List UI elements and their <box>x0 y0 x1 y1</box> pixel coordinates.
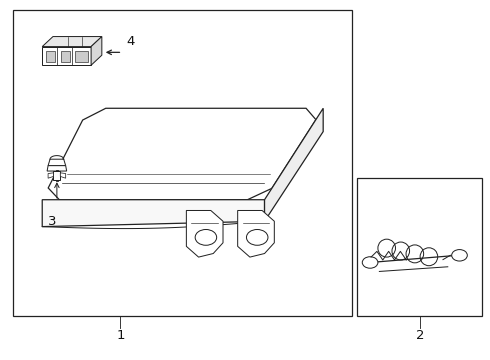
Bar <box>61 51 70 62</box>
Bar <box>357 178 482 316</box>
Bar <box>75 51 88 62</box>
Polygon shape <box>186 211 223 257</box>
Polygon shape <box>42 37 102 46</box>
Text: 2: 2 <box>416 329 424 342</box>
Text: 4: 4 <box>126 35 134 49</box>
Polygon shape <box>48 173 53 178</box>
Polygon shape <box>60 173 66 178</box>
Text: 1: 1 <box>116 329 124 342</box>
Bar <box>53 171 60 180</box>
Bar <box>46 51 55 62</box>
Polygon shape <box>91 37 102 65</box>
Polygon shape <box>42 46 91 65</box>
Polygon shape <box>48 108 316 200</box>
Bar <box>13 10 352 316</box>
Circle shape <box>195 229 217 245</box>
Text: 3: 3 <box>48 215 56 228</box>
Circle shape <box>362 257 378 268</box>
Polygon shape <box>48 159 66 166</box>
Polygon shape <box>47 166 67 171</box>
Circle shape <box>246 229 268 245</box>
Circle shape <box>452 249 467 261</box>
Polygon shape <box>42 200 265 226</box>
Polygon shape <box>238 211 274 257</box>
Polygon shape <box>265 108 323 221</box>
